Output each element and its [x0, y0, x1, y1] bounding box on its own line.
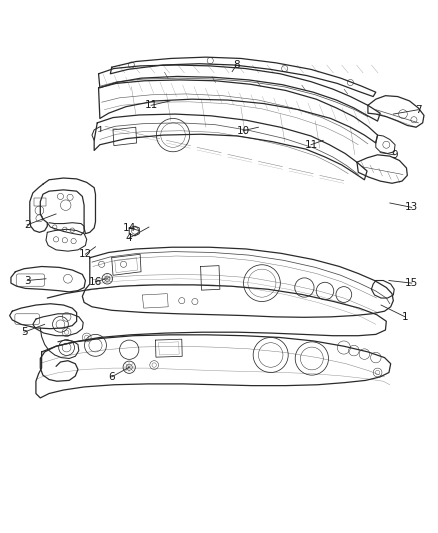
Text: 7: 7 — [415, 104, 422, 115]
Text: 13: 13 — [405, 203, 418, 212]
Text: 10: 10 — [237, 126, 250, 136]
Text: 16: 16 — [89, 277, 102, 287]
Text: 12: 12 — [79, 249, 92, 259]
Text: 2: 2 — [24, 220, 31, 230]
Text: 8: 8 — [233, 60, 240, 70]
Text: 14: 14 — [123, 223, 136, 233]
Text: 1: 1 — [402, 312, 409, 322]
Text: 5: 5 — [21, 327, 28, 337]
Bar — [34, 198, 46, 206]
Text: 9: 9 — [391, 150, 398, 160]
Text: 4: 4 — [126, 233, 133, 243]
Text: 15: 15 — [405, 278, 418, 288]
Text: 6: 6 — [108, 372, 115, 382]
Text: 11: 11 — [304, 140, 318, 150]
Text: 11: 11 — [145, 100, 158, 110]
Text: 3: 3 — [24, 276, 31, 286]
